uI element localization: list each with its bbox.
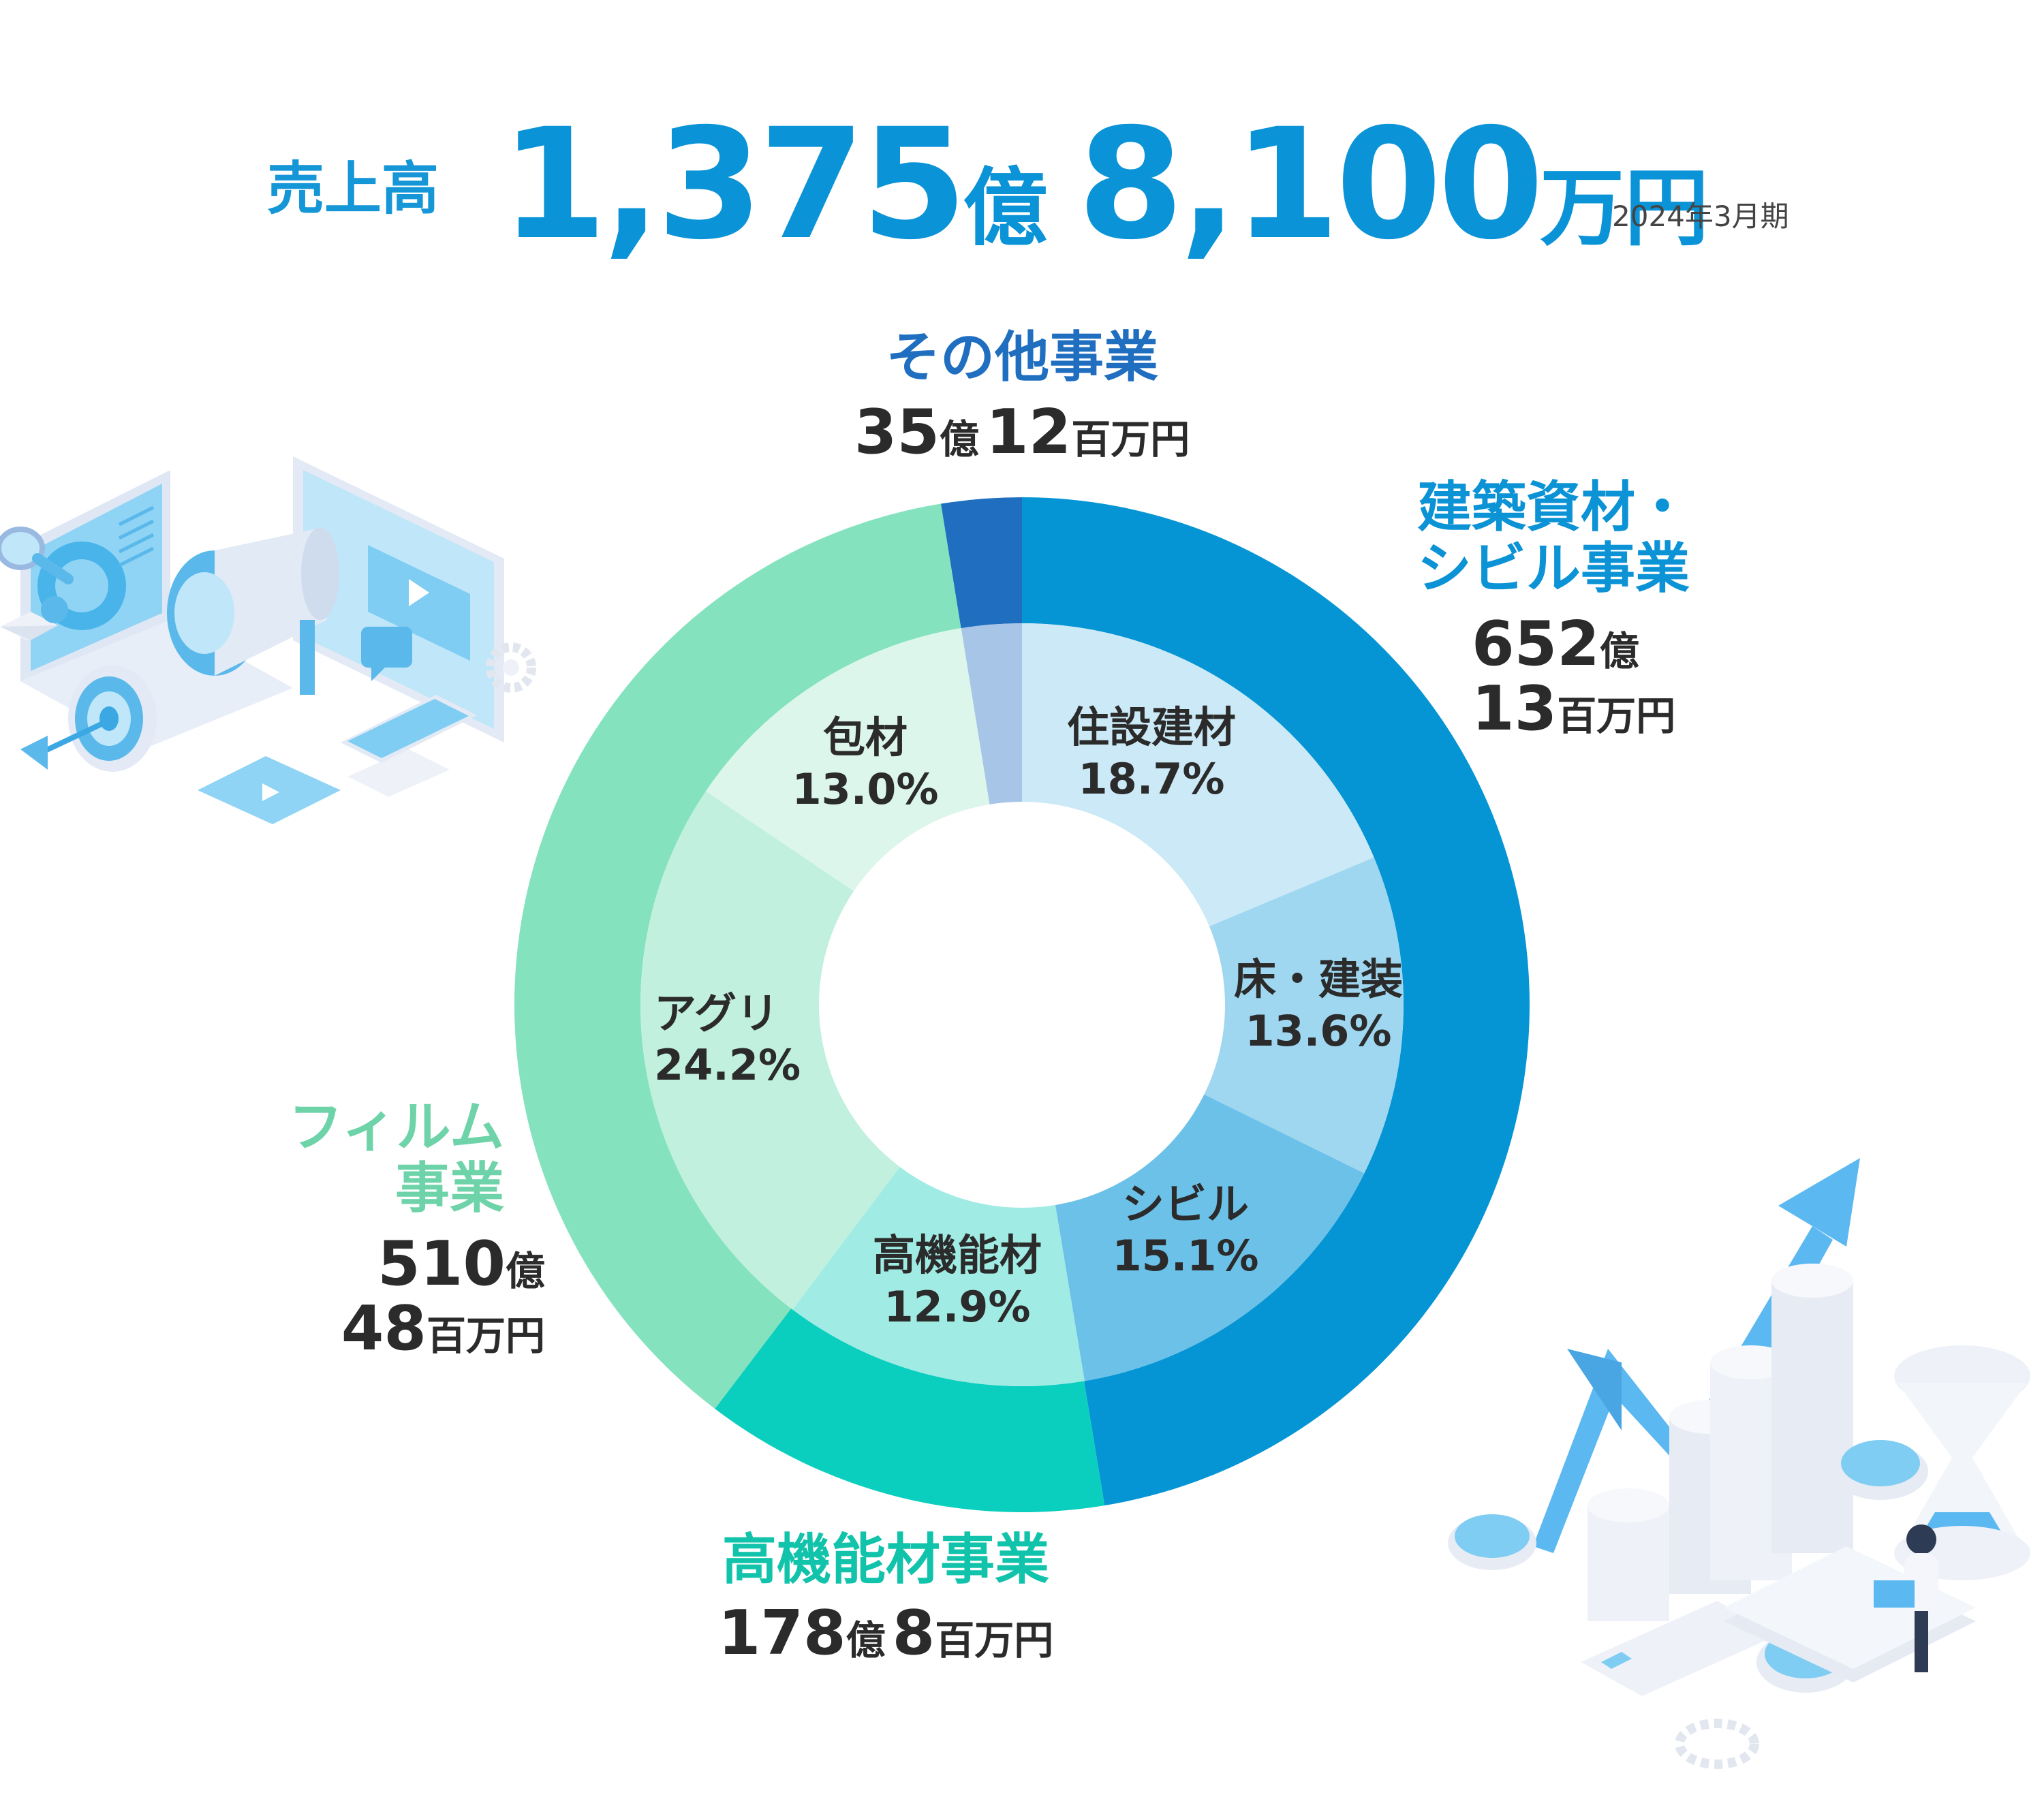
inner-label-agri: アグリ 24.2% (654, 988, 801, 1090)
outer-slice-4 (941, 497, 1022, 629)
inner-slice-2 (1204, 857, 1404, 1174)
inner-slice-6 (706, 628, 990, 892)
sales-amount-oku-unit: 億 (963, 159, 1048, 257)
segment-highperf-caption: 高機能材事業 178億 8百万円 (613, 1529, 1158, 1665)
inner-ring (640, 623, 1404, 1386)
segment-building-name: 建築資材・ シビル事業 (1417, 475, 1690, 600)
finance-illustration (1448, 1158, 2030, 1769)
inner-label-housing: 住設建材 18.7% (1066, 702, 1236, 804)
segment-other-value: 35億 12百万円 (854, 396, 1190, 468)
sales-amount-oku-value: 1,375 (501, 95, 967, 273)
segment-building-value: 652億 13百万円 (1472, 608, 1676, 745)
marketing-illustration (0, 456, 536, 824)
growth-arrow-icon (1533, 1158, 1860, 1553)
inner-slice-4 (792, 1167, 1085, 1386)
segment-film-caption: フィルム 事業 510億 48百万円 (286, 1097, 545, 1361)
inner-label-civil: シビル 15.1% (1112, 1179, 1259, 1281)
inner-slice-7 (961, 623, 1022, 804)
money-stack-icon (1724, 1546, 1976, 1683)
segment-highperf-value: 178億 8百万円 (717, 1597, 1054, 1669)
sales-amount-man-value: 8,100 (1077, 95, 1545, 273)
segment-highperf-name: 高機能材事業 (722, 1528, 1049, 1591)
megaphone-icon (167, 527, 339, 695)
segment-other-caption: その他事業 35億 12百万円 (715, 327, 1329, 465)
inner-slice-3 (1055, 1094, 1365, 1381)
target-icon (20, 666, 157, 772)
envelope-icon (0, 612, 58, 640)
gear-icon (1675, 1719, 1759, 1769)
gear-icon (486, 642, 536, 693)
inner-slice-5 (640, 791, 900, 1310)
outer-slice-2 (715, 1308, 1105, 1512)
smartphone-icon (341, 695, 477, 763)
credit-card-icon (1581, 1601, 1778, 1696)
inner-label-floor: 床・建装 13.6% (1233, 954, 1403, 1056)
like-bubble-icon (361, 627, 412, 681)
notification-badge-icon (41, 596, 68, 623)
outer-slice-1 (1022, 497, 1530, 1506)
magnifier-icon (0, 527, 74, 584)
sales-amount: 1,375 億 8,100 万円 (501, 95, 1709, 273)
bar-cylinder-icon (1588, 1264, 1853, 1621)
segment-film-value: 510億 48百万円 (341, 1228, 545, 1364)
outer-ring (514, 497, 1530, 1512)
fiscal-period: 2024年3月期 (1612, 200, 1789, 233)
sales-amount-man-unit: 万円 (1540, 159, 1709, 257)
monitor-icon (293, 456, 504, 797)
person-icon (1874, 1524, 1938, 1672)
segment-other-name: その他事業 (886, 326, 1158, 389)
sales-label: 売上高 (267, 155, 439, 222)
outer-slice-3 (514, 503, 961, 1409)
video-card-icon (198, 756, 341, 824)
inner-label-highperf: 高機能材 12.9% (872, 1230, 1042, 1332)
segment-building-caption: 建築資材・ シビル事業 652億 13百万円 (1417, 477, 1690, 741)
segment-film-name: フィルム 事業 (288, 1095, 504, 1220)
inner-label-packaging: 包材 13.0% (792, 713, 939, 814)
inner-slice-1 (1022, 623, 1374, 926)
